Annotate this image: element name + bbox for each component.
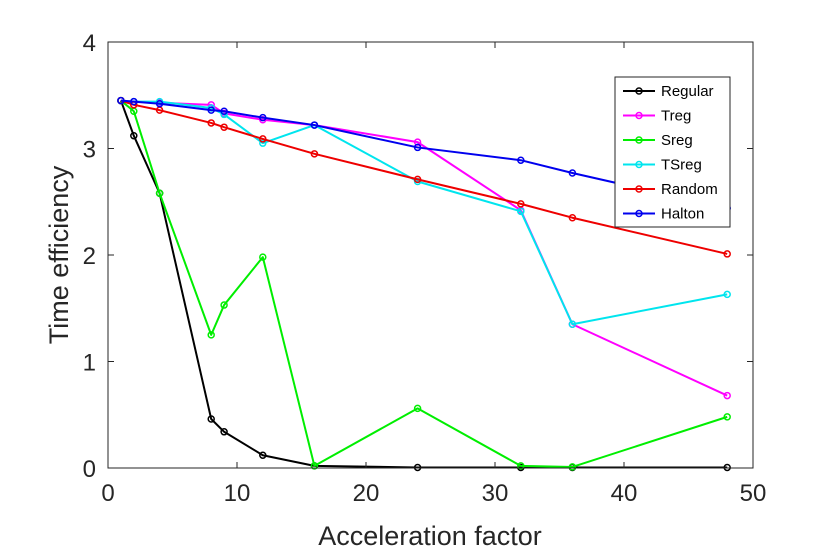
y-tick-label: 4 <box>83 30 96 57</box>
legend-item-halton: Halton <box>623 206 704 223</box>
data-point-halton <box>155 100 164 108</box>
legend-marker-halton <box>635 209 643 218</box>
data-point-halton <box>517 156 525 164</box>
legend-marker-regular <box>635 87 643 95</box>
data-point-halton <box>568 169 577 177</box>
data-point-halton <box>130 97 138 106</box>
x-tick-label: 40 <box>611 480 638 507</box>
series-line-sreg <box>120 99 728 468</box>
data-point-regular <box>723 463 731 472</box>
legend-item-tsreg: TSreg <box>623 157 702 174</box>
legend-marker-tsreg <box>635 160 643 169</box>
data-point-random <box>207 119 215 127</box>
data-point-regular <box>130 131 138 140</box>
y-tick-label: 1 <box>83 350 96 377</box>
x-tick-label: 20 <box>353 480 380 507</box>
y-axis-label: Time efficiency <box>44 165 74 344</box>
data-point-sreg <box>310 462 319 470</box>
legend-label-halton: Halton <box>661 206 704 223</box>
data-point-halton <box>220 107 228 115</box>
series-layer <box>117 96 731 472</box>
data-point-tsreg <box>259 139 267 147</box>
data-point-sreg <box>413 404 422 413</box>
legend-box <box>614 76 731 228</box>
series-line-halton <box>120 99 728 210</box>
data-point-sreg <box>259 253 267 261</box>
data-point-random <box>310 150 319 158</box>
legend-marker-random <box>635 185 643 193</box>
data-point-random <box>723 250 731 258</box>
data-point-halton <box>207 106 215 114</box>
data-point-treg <box>723 391 731 400</box>
data-point-regular <box>220 428 228 436</box>
data-point-sreg <box>517 462 525 470</box>
data-point-sreg <box>723 413 731 421</box>
legend-label-regular: Regular <box>661 83 714 100</box>
data-point-regular <box>207 415 215 423</box>
data-point-random <box>259 135 267 143</box>
x-tick-label: 10 <box>224 480 251 507</box>
data-point-sreg <box>568 463 577 471</box>
data-point-halton <box>413 143 422 152</box>
data-point-regular <box>259 451 267 459</box>
x-tick-label: 0 <box>101 480 114 507</box>
y-tick-label: 2 <box>83 243 96 270</box>
data-point-random <box>413 175 422 184</box>
data-point-random <box>568 213 577 222</box>
data-point-tsreg <box>517 207 525 216</box>
legend-label-treg: Treg <box>661 108 691 125</box>
series-line-regular <box>119 100 728 469</box>
data-point-sreg <box>155 189 164 197</box>
legend-item-random: Random <box>623 181 718 198</box>
x-tick-label: 30 <box>482 480 509 507</box>
data-point-regular <box>413 463 422 472</box>
legend-label-random: Random <box>661 181 718 198</box>
x-tick-label: 50 <box>740 480 767 507</box>
legend-label-sreg: Sreg <box>661 132 693 149</box>
data-point-sreg <box>207 331 215 339</box>
legend: Regular Treg Sreg TSreg Random Halton <box>614 76 731 228</box>
y-tick-label: 3 <box>83 137 96 164</box>
data-point-random <box>220 123 228 131</box>
legend-item-treg: Treg <box>623 108 691 125</box>
tick-layer: 0 10 20 30 40 50 0 1 2 3 4 <box>83 30 767 507</box>
legend-label-tsreg: TSreg <box>661 157 702 174</box>
data-point-tsreg <box>568 320 577 328</box>
legend-marker-sreg <box>635 136 643 144</box>
data-point-halton <box>117 96 125 105</box>
data-point-tsreg <box>723 290 731 299</box>
data-point-halton <box>310 121 319 129</box>
legend-marker-treg <box>635 111 643 120</box>
x-axis-label: Acceleration factor <box>318 521 542 551</box>
data-point-random <box>517 200 525 208</box>
y-tick-label: 0 <box>83 456 96 483</box>
legend-item-regular: Regular <box>623 83 714 100</box>
data-point-halton <box>259 113 267 122</box>
series-line-random <box>120 99 728 255</box>
legend-item-sreg: Sreg <box>623 132 693 149</box>
series-line-tsreg <box>120 99 728 326</box>
series-halton <box>117 96 731 212</box>
data-point-sreg <box>220 301 228 309</box>
